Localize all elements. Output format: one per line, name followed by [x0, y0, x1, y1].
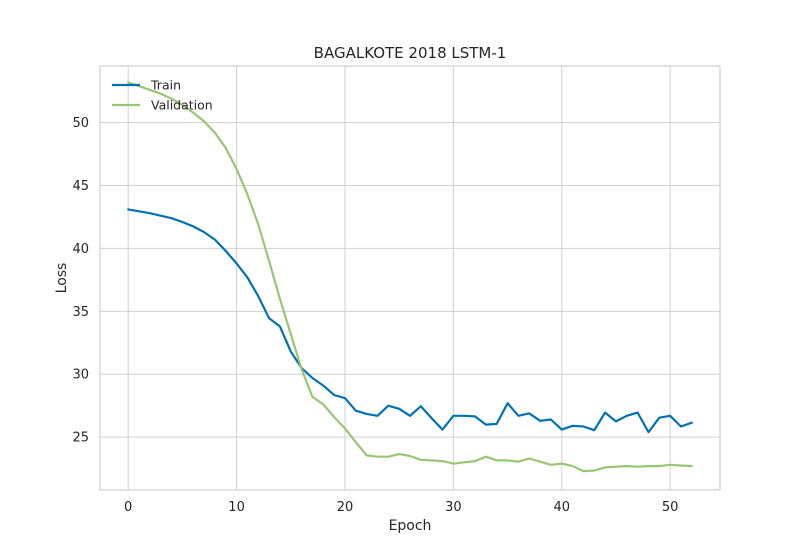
series-line-train	[127, 208, 693, 434]
y-axis-ticks: 25 30 35 40 45 50	[72, 116, 89, 446]
y-axis-label: Loss	[54, 263, 70, 294]
x-axis-label: Epoch	[389, 518, 432, 534]
y-tick-label: 35	[72, 305, 89, 320]
y-tick-label: 45	[72, 179, 89, 194]
legend-label-train: Train	[150, 78, 181, 93]
chart-title: BAGALKOTE 2018 LSTM-1	[314, 44, 507, 62]
y-tick-label: 40	[72, 242, 89, 257]
y-tick-label: 25	[72, 431, 89, 446]
x-tick-label: 50	[662, 500, 679, 515]
x-tick-label: 0	[124, 500, 132, 515]
x-tick-label: 10	[228, 500, 245, 515]
x-tick-label: 20	[337, 500, 354, 515]
legend-label-validation: Validation	[151, 98, 213, 113]
series-line-validation	[127, 81, 693, 473]
plot-frame	[99, 65, 721, 491]
series-layer	[127, 81, 693, 473]
y-tick-label: 30	[72, 368, 89, 383]
legend: Train Validation	[112, 78, 213, 113]
x-tick-label: 30	[445, 500, 462, 515]
y-tick-label: 50	[72, 116, 89, 131]
x-axis-ticks: 0 10 20 30 40 50	[124, 500, 678, 515]
grid	[100, 66, 720, 490]
x-tick-label: 40	[553, 500, 570, 515]
